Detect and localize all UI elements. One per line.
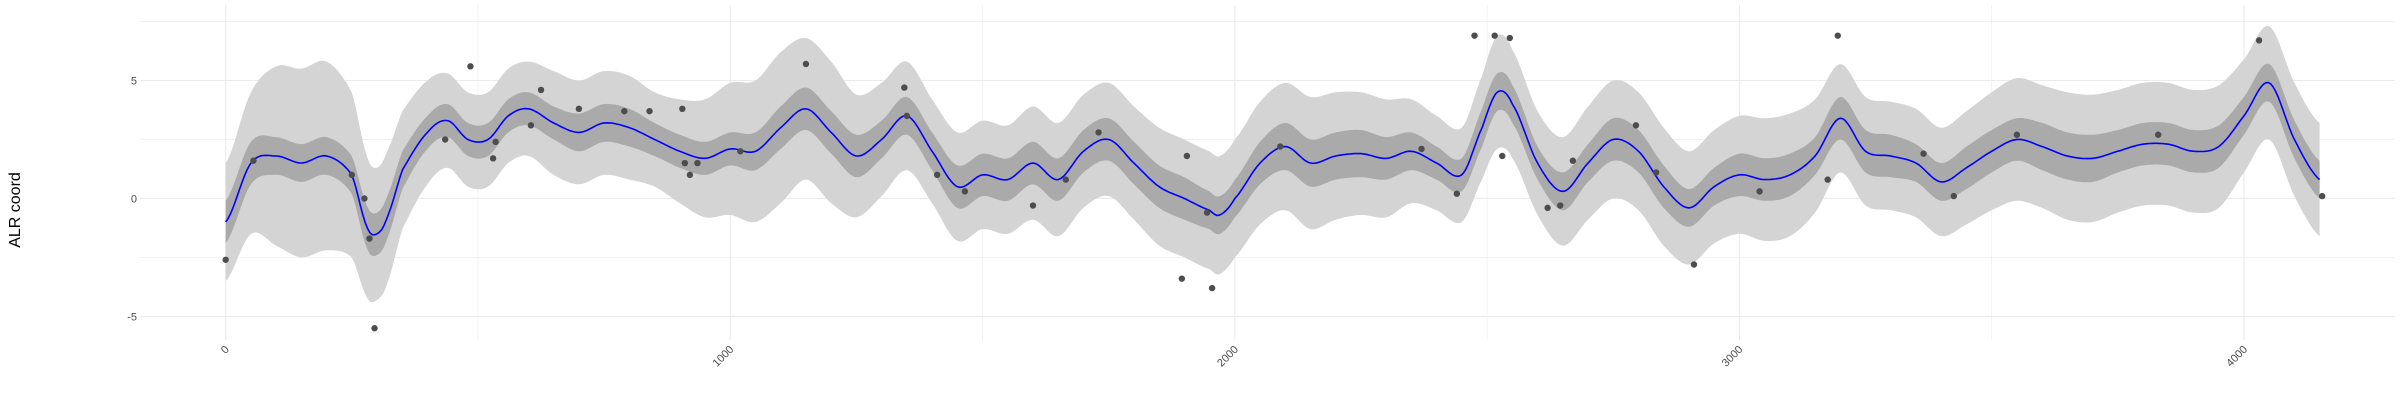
data-point <box>1824 176 1831 183</box>
data-point <box>1506 34 1514 42</box>
data-point <box>441 136 449 143</box>
data-point <box>467 63 474 70</box>
data-point <box>1491 32 1498 39</box>
x-tick-label: 4000 <box>2224 344 2250 370</box>
data-point <box>1453 190 1461 197</box>
data-point <box>348 171 356 179</box>
data-point <box>361 195 368 202</box>
data-point <box>1178 275 1186 282</box>
data-point <box>492 138 499 146</box>
data-point <box>961 188 969 195</box>
data-point <box>1652 169 1660 176</box>
y-tick-labels: -5 0 5 <box>127 75 137 323</box>
data-point <box>366 235 373 242</box>
x-tick-label: 3000 <box>1720 344 1746 370</box>
data-point <box>679 105 686 113</box>
data-point <box>686 171 694 179</box>
data-point <box>1834 32 1841 39</box>
data-point <box>1632 122 1640 129</box>
y-tick-label: -5 <box>127 311 137 323</box>
data-point <box>2255 37 2263 44</box>
data-point <box>575 105 583 113</box>
data-point <box>901 84 908 91</box>
data-point <box>2154 131 2162 138</box>
data-point <box>802 60 810 68</box>
data-point <box>1471 32 1478 39</box>
data-point <box>371 325 378 332</box>
data-point <box>933 171 941 179</box>
data-point <box>1183 152 1191 160</box>
data-points <box>222 32 2326 332</box>
data-point <box>222 256 229 263</box>
data-point <box>527 122 535 129</box>
data-point <box>737 148 744 155</box>
y-tick-label: 0 <box>131 193 137 205</box>
data-point <box>1062 176 1069 183</box>
data-point <box>1499 152 1506 160</box>
mean-line <box>225 81 2321 236</box>
x-tick-label: 2000 <box>1215 344 1241 370</box>
data-point <box>1029 202 1037 209</box>
inner-confidence-band <box>225 63 2320 257</box>
data-point <box>1920 150 1927 157</box>
y-tick-label: 5 <box>131 75 137 87</box>
data-point <box>2013 131 2021 138</box>
data-point <box>694 159 701 167</box>
data-point <box>1544 204 1551 212</box>
data-point <box>1095 129 1102 136</box>
data-point <box>646 107 653 115</box>
data-point <box>1756 188 1763 195</box>
data-point <box>681 159 689 167</box>
data-point <box>903 112 911 120</box>
data-point <box>621 107 628 115</box>
data-point <box>1569 157 1577 164</box>
x-tick-labels: 0 1000 2000 3000 4000 <box>219 344 2250 370</box>
data-point <box>1208 284 1216 292</box>
data-point <box>1203 209 1211 216</box>
x-tick-label: 1000 <box>711 344 737 370</box>
data-point <box>2318 192 2326 200</box>
inner-band <box>225 63 2320 257</box>
data-point <box>1950 192 1958 200</box>
x-tick-label: 0 <box>219 344 232 357</box>
data-point <box>1557 202 1564 209</box>
mean-series-line <box>225 81 2321 236</box>
data-point <box>537 86 545 94</box>
y-axis-title: ALR coord <box>7 172 24 248</box>
data-point <box>250 157 257 164</box>
data-point <box>1418 145 1425 153</box>
data-point <box>1690 261 1698 268</box>
data-point <box>489 155 497 162</box>
data-point <box>1277 143 1284 150</box>
